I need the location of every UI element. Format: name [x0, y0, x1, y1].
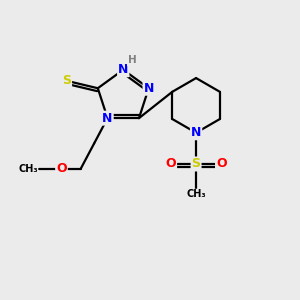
Text: N: N	[102, 112, 113, 124]
Text: S: S	[62, 74, 71, 87]
Text: CH₃: CH₃	[186, 189, 206, 199]
Text: S: S	[192, 158, 201, 170]
Text: N: N	[118, 63, 128, 76]
Text: N: N	[191, 126, 201, 139]
Text: O: O	[166, 158, 176, 170]
Text: CH₃: CH₃	[18, 164, 38, 174]
Text: O: O	[56, 162, 67, 175]
Text: H: H	[128, 55, 136, 65]
Text: O: O	[216, 158, 226, 170]
Text: N: N	[143, 82, 154, 95]
